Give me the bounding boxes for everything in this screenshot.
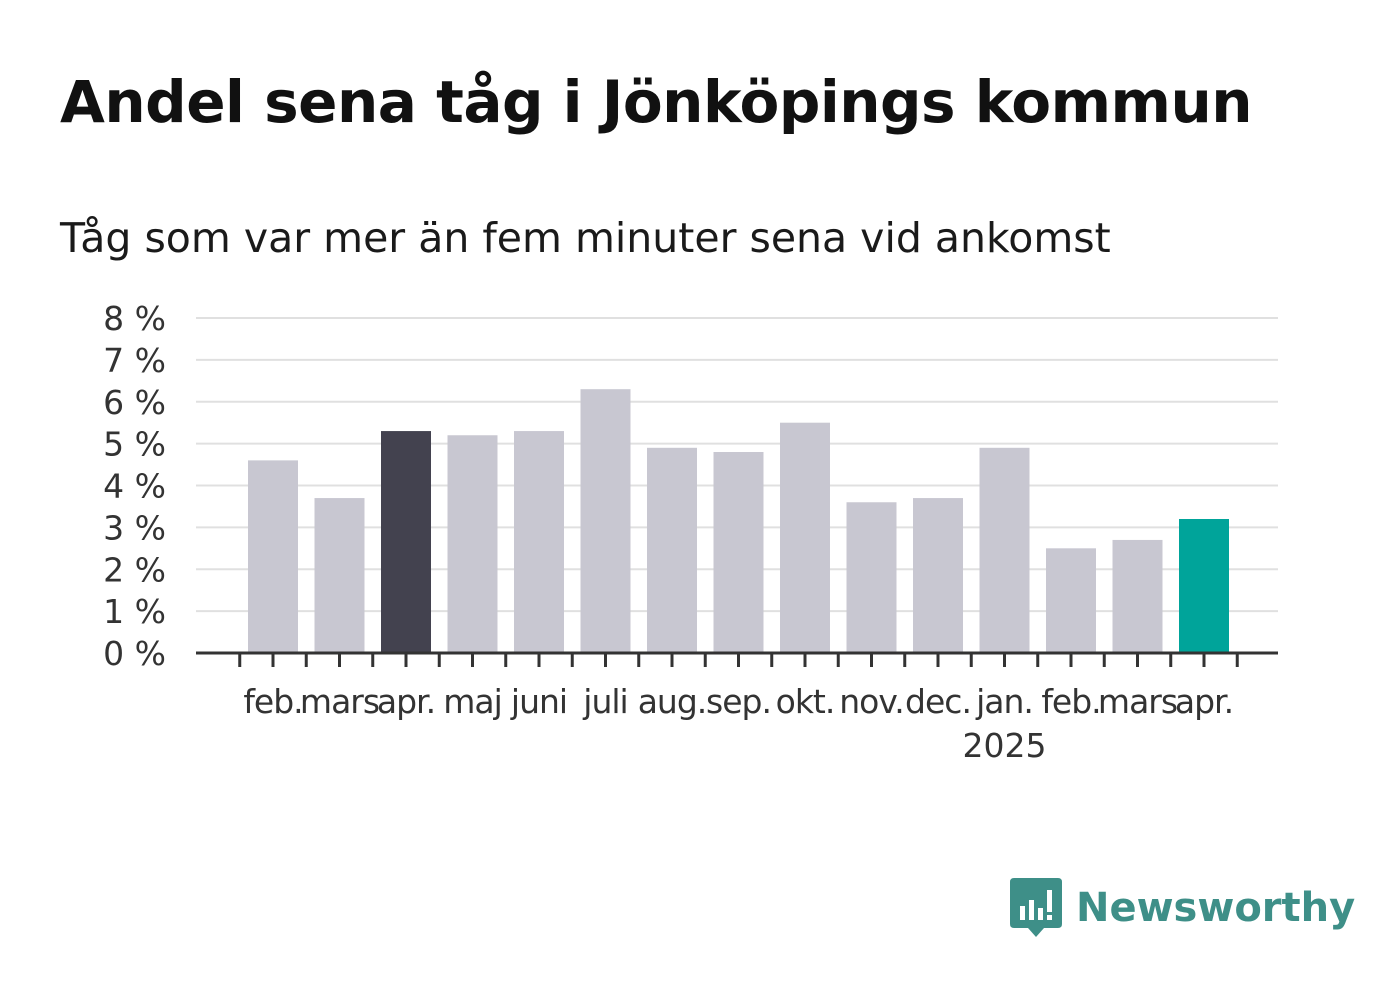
x-tick-label: juli <box>582 682 627 721</box>
bar <box>381 431 431 653</box>
bar <box>1046 548 1096 653</box>
y-tick-label: 4 % <box>103 467 166 506</box>
x-tick-label: aug. <box>638 682 707 721</box>
bar <box>913 498 963 653</box>
newsworthy-logo: Newsworthy <box>1010 878 1355 938</box>
x-tick-label: feb. <box>243 682 302 721</box>
bar <box>580 389 631 653</box>
x-tick-label: mars <box>1098 682 1177 721</box>
y-tick-label: 0 % <box>103 634 166 673</box>
chart-subtitle: Tåg som var mer än fem minuter sena vid … <box>60 214 1111 262</box>
x-tick-label: okt. <box>776 682 835 721</box>
x-tick-label: nov. <box>839 682 904 721</box>
y-tick-label: 3 % <box>103 508 166 547</box>
bar <box>979 447 1030 653</box>
x-tick-label: sep. <box>706 682 771 721</box>
x-tick-label: feb. <box>1041 682 1100 721</box>
y-tick-label: 7 % <box>103 341 166 380</box>
bar <box>447 435 498 653</box>
brand-name: Newsworthy <box>1076 885 1356 931</box>
bar <box>248 460 298 653</box>
bar <box>647 447 697 653</box>
y-tick-label: 8 % <box>103 299 166 338</box>
bar <box>1112 539 1163 653</box>
x-tick-label: juni <box>510 682 567 721</box>
chart-title: Andel sena tåg i Jönköpings kommun <box>60 68 1253 136</box>
x-tick-label: mars <box>300 682 379 721</box>
x-tick-label: apr. <box>377 682 435 721</box>
bar-chart-speech-bubble-icon <box>1010 878 1062 937</box>
bar <box>713 452 764 653</box>
x-tick-label: dec. <box>905 682 971 721</box>
y-tick-label: 5 % <box>103 425 166 464</box>
x-tick-label: maj <box>443 682 502 721</box>
bar <box>314 498 365 653</box>
y-tick-label: 6 % <box>103 383 166 422</box>
bar <box>846 502 897 653</box>
y-tick-label: 1 % <box>103 592 166 631</box>
bar <box>514 431 564 653</box>
x-year-label: 2025 <box>963 726 1047 765</box>
bar <box>780 422 830 653</box>
bar <box>1179 519 1229 653</box>
y-tick-label: 2 % <box>103 550 166 589</box>
x-tick-label: jan. <box>975 682 1033 721</box>
x-tick-label: apr. <box>1175 682 1233 721</box>
